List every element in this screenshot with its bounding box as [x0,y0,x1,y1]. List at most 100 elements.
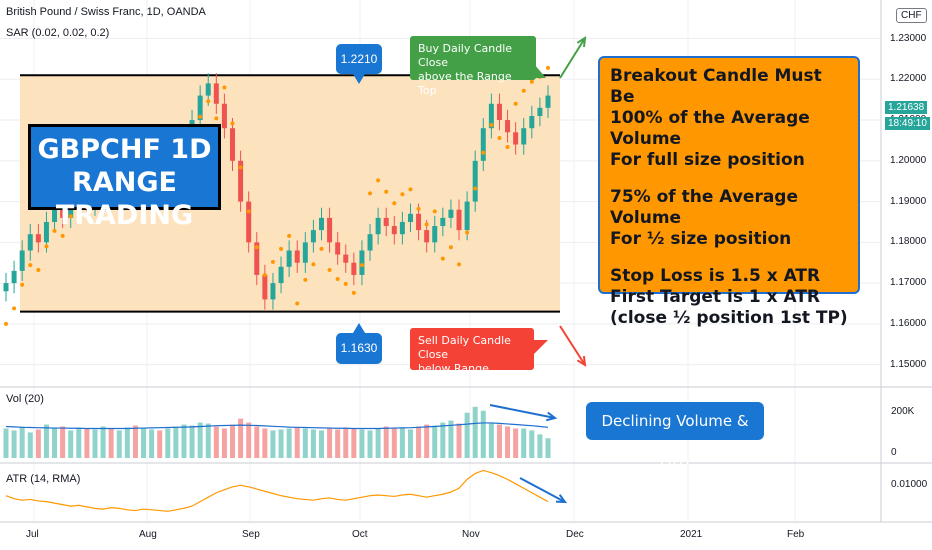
title-box: GBPCHF 1D RANGE TRADING [28,124,221,231]
sar-dot-38 [311,262,316,267]
time-tick-3: Oct [352,529,368,540]
candle-body-31 [254,242,260,275]
sar-dot-32 [262,272,267,277]
sar-dot-50 [408,187,413,192]
volume-bar-56 [456,423,462,458]
sar-dot-26 [214,116,219,121]
sar-dot-24 [198,114,203,119]
candle-body-30 [246,201,252,243]
rule-line-8: (close ½ position 1st TP) [610,308,848,328]
sar-dot-58 [473,186,478,191]
volume-bar-34 [278,429,284,458]
volume-bar-7 [60,426,66,458]
volume-arrow-shaft [489,404,556,419]
sar-dot-54 [440,256,445,261]
volume-bar-49 [399,428,405,458]
candle-body-60 [488,103,494,129]
volume-bar-11 [92,429,98,458]
volume-bar-39 [318,430,324,458]
price-tick-2: 1.17000 [890,277,927,289]
symbol-title: British Pound / Swiss Franc, 1D, OANDA [6,6,206,18]
candle-body-63 [513,132,519,145]
top-level-pointer [353,74,365,84]
sar-dot-45 [368,191,373,196]
sar-dot-5 [44,244,49,249]
volume-bar-25 [205,423,211,458]
volume-bar-19 [157,430,163,458]
sar-dot-51 [416,206,421,211]
candle-body-39 [318,217,324,231]
currency-button[interactable]: CHF [896,8,927,23]
candle-body-5 [43,221,49,243]
rule-line-4: 75% of the Average Volume [610,187,798,228]
candle-body-27 [221,103,227,129]
volume-pane-label: Vol (20) [6,393,44,405]
sar-dot-67 [546,65,550,70]
sar-dot-2 [20,282,25,287]
sar-dot-43 [351,290,356,295]
volume-bar-22 [181,424,187,458]
sar-dot-25 [206,99,211,104]
rule-line-2: 100% of the Average Volume [610,108,810,149]
atr-line [5,469,549,512]
volume-bar-52 [424,424,430,458]
volume-bar-23 [189,425,195,458]
candle-body-38 [310,230,316,243]
volume-bar-33 [270,430,276,458]
price-tick-7: 1.22000 [890,73,927,85]
volume-bar-37 [302,428,308,458]
bottom-level-pointer [353,323,365,333]
volume-bars [3,406,551,458]
volume-bar-20 [165,428,171,458]
volume-bar-53 [432,425,438,458]
sar-dot-29 [238,165,243,170]
sell-callout-pointer [534,340,548,354]
atr-arrow-head [555,494,568,504]
volume-bar-46 [375,428,381,458]
candle-body-7 [60,209,66,218]
sar-dot-37 [303,277,308,282]
time-tick-4: Nov [462,529,480,540]
volume-bar-31 [254,426,260,458]
sar-dot-6 [52,228,57,233]
volume-bar-65 [529,430,535,458]
sar-dot-1 [12,306,17,311]
sar-dot-3 [28,263,33,268]
time-tick-2: Sep [242,529,260,540]
volume-bar-63 [513,428,519,458]
sar-dot-60 [489,122,494,127]
buy-arrow-shaft [559,37,586,79]
volume-bar-30 [246,422,252,458]
volume-bar-51 [416,426,422,458]
volume-bar-45 [367,430,373,458]
volume-arrow-head [546,411,558,422]
candle-body-3 [27,234,33,251]
volume-bar-0 [3,428,9,458]
buy-line-2: above the Range Top [418,70,512,97]
sar-dot-4 [36,268,41,273]
candle-body-57 [464,201,470,231]
sar-dot-31 [254,245,259,250]
candle-body-29 [238,160,244,202]
candle-body-46 [375,217,381,235]
candle-body-26 [213,83,219,104]
sar-dot-52 [424,222,429,227]
volume-bar-40 [327,428,333,458]
candle-body-24 [197,95,203,121]
price-tick-5: 1.20000 [890,154,927,166]
volume-axis-0: 0 [891,447,897,458]
rule-line-3: For full size position [610,150,805,170]
sar-dot-30 [246,209,251,214]
sar-dot-27 [222,85,227,90]
candle-body-0 [3,283,9,292]
sar-dot-57 [465,230,470,235]
atr-axis-tick: 0.01000 [891,479,928,490]
sar-dot-40 [327,268,332,273]
sar-dot-0 [4,321,8,326]
volume-bar-6 [52,428,58,458]
candle-body-2 [19,250,25,271]
buy-arrow-head [576,36,587,48]
range-bottom-label: 1.1630 [336,333,382,364]
range-top-label: 1.2210 [336,44,382,74]
sell-callout: Sell Daily Candle Close below Range Bott… [410,328,534,389]
